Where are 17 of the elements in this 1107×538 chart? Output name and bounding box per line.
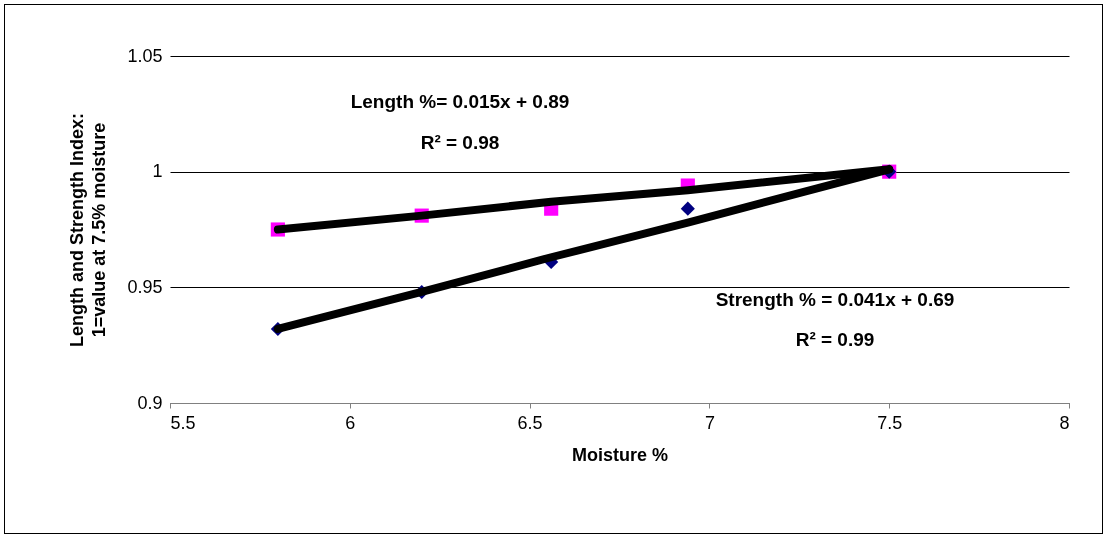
y-axis-title: Length and Strength Index: 1=value at 7.5% moisture bbox=[67, 113, 110, 347]
annotation: R² = 0.98 bbox=[420, 132, 500, 153]
y-tick-label: 1.05 bbox=[127, 45, 163, 66]
y-tick-label: 1 bbox=[152, 161, 163, 182]
x-tick-label: 6 bbox=[345, 412, 356, 433]
y-tick-label: 0.95 bbox=[127, 276, 163, 297]
annotation: Length %= 0.015x + 0.89 bbox=[350, 91, 570, 112]
point bbox=[680, 201, 695, 216]
y-tick-label: 0.9 bbox=[137, 392, 163, 413]
annotation: R² = 0.99 bbox=[795, 329, 875, 350]
x-tick-label: 5.5 bbox=[170, 412, 196, 433]
annotation: Strength % = 0.041x + 0.69 bbox=[715, 289, 955, 310]
x-tick-label: 7.5 bbox=[877, 412, 903, 433]
x-tick-label: 6.5 bbox=[517, 412, 543, 433]
x-tick-label: 8 bbox=[1059, 412, 1070, 433]
x-axis-title: Moisture % bbox=[571, 444, 669, 465]
x-tick-label: 7 bbox=[704, 412, 715, 433]
